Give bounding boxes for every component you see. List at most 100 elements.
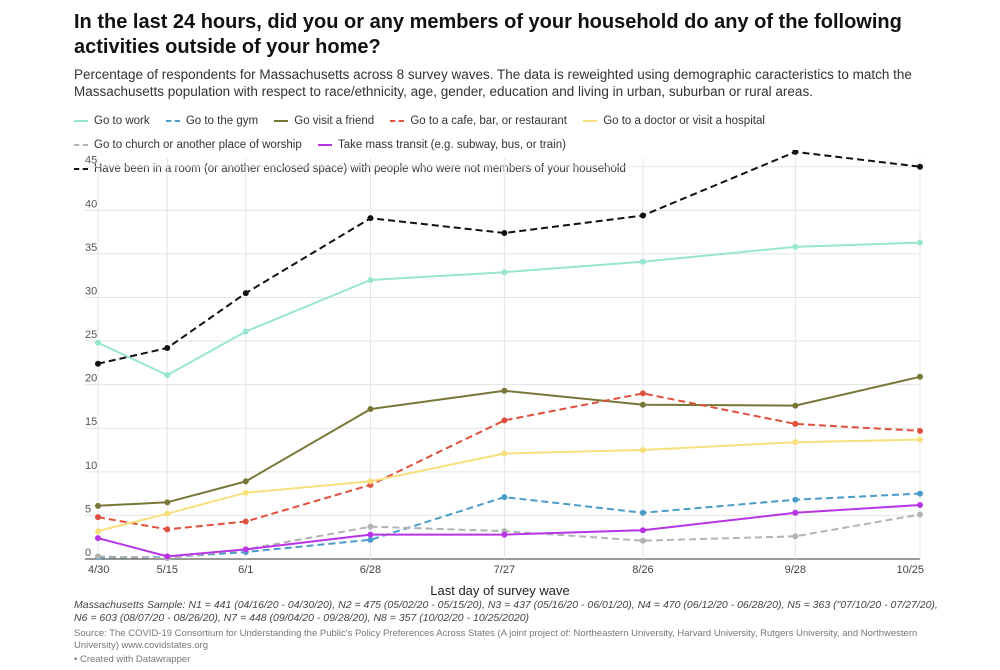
data-point <box>792 509 799 516</box>
series-line <box>97 438 921 533</box>
data-point <box>639 537 646 544</box>
data-point <box>95 535 101 542</box>
data-point <box>917 501 923 508</box>
series-line <box>98 492 921 559</box>
data-point <box>164 510 171 517</box>
data-point <box>639 401 646 408</box>
x-tick-label: 9/28 <box>785 564 806 576</box>
data-point <box>501 417 508 424</box>
legend-label-room: Have been in a room (or another enclosed… <box>94 163 626 175</box>
x-tick-label: 4/30 <box>88 564 109 576</box>
legend-label-gym: Go to the gym <box>185 115 259 127</box>
series-line <box>97 513 921 560</box>
legend-label-transit: Take mass transit (e.g. subway, bus, or … <box>337 139 566 151</box>
x-tick-label: 7/27 <box>494 564 515 576</box>
legend-swatch-room <box>74 168 88 170</box>
series-0 <box>95 239 923 379</box>
data-point <box>639 212 646 219</box>
x-tick-label: 6/28 <box>360 564 381 576</box>
data-point <box>639 509 646 516</box>
data-point <box>95 528 101 535</box>
data-point <box>917 511 923 518</box>
data-point <box>242 478 249 485</box>
data-point <box>95 502 101 509</box>
series-2 <box>95 373 923 509</box>
series-line <box>97 392 921 531</box>
chart-series <box>95 150 923 562</box>
legend-label-friend: Go visit a friend <box>294 115 375 127</box>
series-line <box>97 150 921 365</box>
y-tick-label: 45 <box>85 155 97 167</box>
data-point <box>792 496 799 503</box>
data-point <box>792 439 799 446</box>
data-point <box>917 436 923 443</box>
data-point <box>501 531 508 538</box>
data-point <box>792 243 799 250</box>
data-point <box>95 360 101 367</box>
x-tick-label: 5/15 <box>157 564 178 576</box>
data-point <box>501 387 508 394</box>
x-axis-ticks: 4/30 5/15 6/1 6/28 7/27 8/26 9/28 10/25 <box>88 564 924 576</box>
data-point <box>917 490 923 497</box>
data-point <box>792 150 799 155</box>
data-point <box>639 258 646 265</box>
credit-note: • Created with Datawrapper <box>74 654 191 665</box>
legend-item-friend: Go visit a friend <box>274 110 374 132</box>
series-6 <box>95 501 923 560</box>
chart-title: In the last 24 hours, did you or any mem… <box>74 11 902 58</box>
data-point <box>367 523 374 530</box>
line-chart: 0 5 10 15 20 25 30 35 40 45 4/30 5/15 6/1 6/28 7/27 8/… <box>85 150 924 576</box>
legend-swatch-cafe <box>390 120 405 122</box>
source-note: Source: The COVID-19 Consortium for Unde… <box>74 628 918 651</box>
legend-label-work: Go to work <box>94 115 150 127</box>
legend-item-transit: Take mass transit (e.g. subway, bus, or … <box>317 134 566 156</box>
data-point <box>164 372 171 379</box>
data-point <box>367 536 374 543</box>
data-point <box>917 163 923 170</box>
data-point <box>792 402 799 409</box>
data-point <box>242 489 249 496</box>
data-point <box>639 527 646 534</box>
data-point <box>242 328 249 335</box>
data-point <box>367 406 374 413</box>
legend-item-church: Go to church or another place of worship <box>74 134 302 156</box>
y-tick-label: 15 <box>85 416 97 428</box>
data-point <box>164 526 171 533</box>
series-4 <box>95 436 923 535</box>
data-point <box>501 494 508 501</box>
data-point <box>639 447 646 454</box>
y-axis-ticks: 0 5 10 15 20 25 30 35 40 45 <box>85 155 97 559</box>
data-point <box>501 269 508 276</box>
data-point <box>639 390 646 397</box>
y-tick-label: 10 <box>85 460 97 472</box>
legend-item-gym: Go to the gym <box>165 110 259 132</box>
y-tick-label: 25 <box>85 329 97 341</box>
data-point <box>367 478 374 485</box>
x-axis-label: Last day of survey wave <box>430 583 570 598</box>
legend-label-church: Go to church or another place of worship <box>94 139 302 151</box>
legend-item-work: Go to work <box>74 110 150 132</box>
legend-item-room: Have been in a room (or another enclosed… <box>74 158 626 180</box>
legend-swatch-friend <box>274 120 289 122</box>
data-point <box>792 533 799 540</box>
series-line <box>97 504 921 558</box>
data-point <box>95 339 101 346</box>
y-tick-label: 5 <box>85 503 91 515</box>
data-point <box>917 373 923 380</box>
series-7 <box>95 150 923 367</box>
legend-label-cafe: Go to a cafe, bar, or restaurant <box>410 115 567 127</box>
legend-label-doctor: Go to a doctor or visit a hospital <box>603 115 765 127</box>
data-point <box>164 345 171 352</box>
legend-swatch-work <box>74 120 88 122</box>
legend-swatch-doctor <box>583 120 598 122</box>
data-point <box>792 420 799 427</box>
data-point <box>367 531 374 538</box>
legend: Go to work Go to the gym Go visit a frie… <box>74 108 954 180</box>
data-point <box>367 215 374 222</box>
y-tick-label: 40 <box>85 198 97 210</box>
data-point <box>242 518 249 525</box>
sample-notes: Massachusetts Sample: N1 = 441 (04/16/20… <box>74 599 938 624</box>
y-tick-label: 35 <box>85 242 97 254</box>
legend-item-cafe: Go to a cafe, bar, or restaurant <box>390 110 567 132</box>
data-point <box>917 427 923 434</box>
